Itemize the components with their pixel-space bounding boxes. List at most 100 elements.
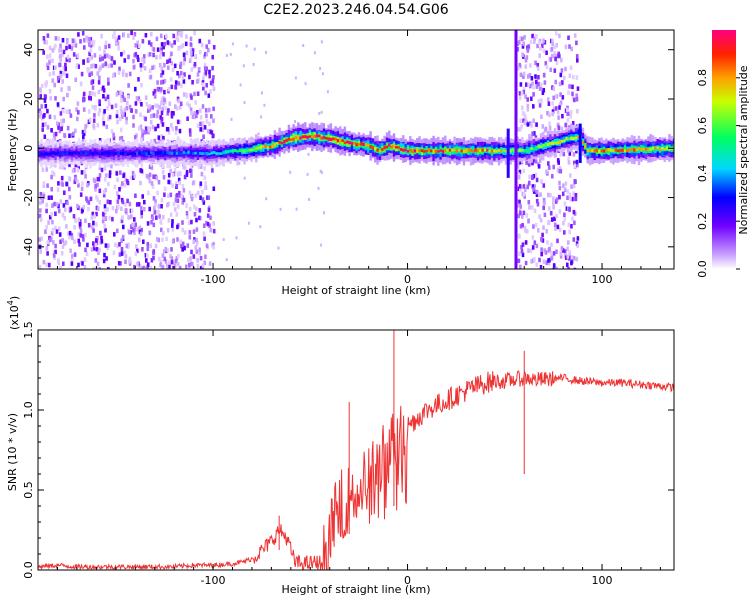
- noise-cell: [123, 183, 127, 188]
- noise-cell: [146, 264, 149, 269]
- noise-cell: [193, 212, 197, 217]
- noise-cell: [532, 187, 535, 192]
- noise-cell: [575, 54, 579, 59]
- noise-cell: [534, 222, 538, 228]
- noise-cell: [52, 132, 56, 137]
- noise-cell: [203, 166, 206, 171]
- noise-cell: [548, 125, 552, 130]
- noise-cell: [196, 79, 199, 84]
- noise-cell: [70, 46, 74, 51]
- ridge-cell: [236, 150, 239, 153]
- noise-cell: [144, 126, 148, 131]
- noise-cell: [168, 58, 172, 63]
- noise-cell: [101, 56, 104, 61]
- spectrogram-xtick-label: 100: [592, 273, 613, 286]
- noise-cell: [191, 194, 194, 199]
- ridge-cell: [479, 148, 482, 153]
- noise-cell: [161, 95, 165, 101]
- noise-cell: [177, 46, 181, 51]
- noise-cell: [117, 46, 120, 51]
- noise-cell: [549, 67, 552, 72]
- noise-cell: [96, 206, 100, 211]
- noise-cell: [549, 193, 552, 198]
- noise-cell: [518, 91, 522, 96]
- noise-cell: [51, 58, 54, 63]
- noise-cell: [558, 102, 562, 108]
- noise-cell: [535, 34, 538, 39]
- noise-cell: [550, 53, 554, 59]
- noise-cell: [199, 181, 203, 186]
- noise-cell: [65, 57, 69, 62]
- noise-cell: [47, 195, 51, 200]
- noise-cell: [160, 116, 164, 122]
- noise-cell: [165, 33, 168, 39]
- noise-cell: [82, 237, 85, 242]
- noise-cell: [570, 224, 573, 229]
- noise-cell: [202, 200, 206, 205]
- ridge-cell: [161, 150, 165, 155]
- noise-cell: [307, 152, 310, 156]
- noise-cell: [527, 82, 530, 87]
- ridge-cell: [467, 148, 470, 152]
- noise-cell: [92, 246, 96, 251]
- noise-cell: [128, 71, 132, 77]
- noise-cell: [120, 94, 123, 99]
- noise-cell: [112, 132, 115, 138]
- noise-cell: [158, 105, 161, 110]
- noise-cell: [128, 104, 132, 110]
- noise-cell: [107, 116, 110, 121]
- ridge-cell: [654, 145, 657, 154]
- ridge-cell: [42, 152, 46, 156]
- noise-cell: [188, 128, 192, 133]
- ridge-cell: [292, 133, 295, 142]
- noise-cell: [49, 237, 52, 243]
- noise-cell: [95, 238, 98, 243]
- noise-cell: [225, 258, 228, 262]
- ridge-cell: [357, 143, 361, 146]
- noise-cell: [559, 254, 563, 259]
- noise-cell: [137, 202, 141, 207]
- noise-cell: [91, 42, 95, 47]
- noise-cell: [156, 80, 159, 85]
- ridge-cell: [70, 152, 74, 156]
- noise-cell: [57, 78, 60, 83]
- noise-cell: [190, 110, 193, 116]
- noise-cell: [48, 53, 52, 58]
- noise-cell: [161, 264, 165, 269]
- noise-cell: [99, 65, 102, 70]
- noise-cell: [161, 231, 165, 236]
- ridge-cell: [427, 148, 431, 152]
- noise-cell: [516, 66, 520, 71]
- ridge-cell: [355, 143, 358, 147]
- noise-cell: [516, 164, 520, 169]
- noise-cell: [95, 247, 99, 252]
- noise-cell: [114, 242, 117, 247]
- noise-cell: [105, 124, 109, 130]
- ridge-cell: [283, 139, 286, 144]
- noise-cell: [210, 130, 214, 135]
- noise-cell: [537, 164, 541, 169]
- snr-frame: [37, 329, 675, 571]
- noise-cell: [535, 84, 539, 89]
- noise-cell: [104, 44, 107, 49]
- noise-cell: [120, 109, 123, 114]
- noise-cell: [535, 79, 538, 85]
- noise-cell: [552, 251, 556, 256]
- noise-cell: [521, 223, 524, 228]
- noise-cell: [212, 118, 215, 123]
- noise-cell: [89, 96, 92, 101]
- ridge-cell: [199, 151, 202, 155]
- noise-cell: [61, 38, 65, 43]
- noise-cell: [538, 53, 541, 58]
- noise-cell: [74, 218, 77, 223]
- noise-cell: [540, 179, 543, 184]
- noise-cell: [45, 80, 48, 85]
- noise-cell: [160, 47, 163, 52]
- ridge-cell: [598, 149, 601, 153]
- noise-cell: [538, 214, 541, 219]
- noise-cell: [176, 237, 179, 242]
- noise-cell: [50, 128, 53, 133]
- noise-cell: [235, 236, 238, 240]
- ridge-cell: [241, 149, 244, 153]
- noise-cell: [522, 184, 526, 189]
